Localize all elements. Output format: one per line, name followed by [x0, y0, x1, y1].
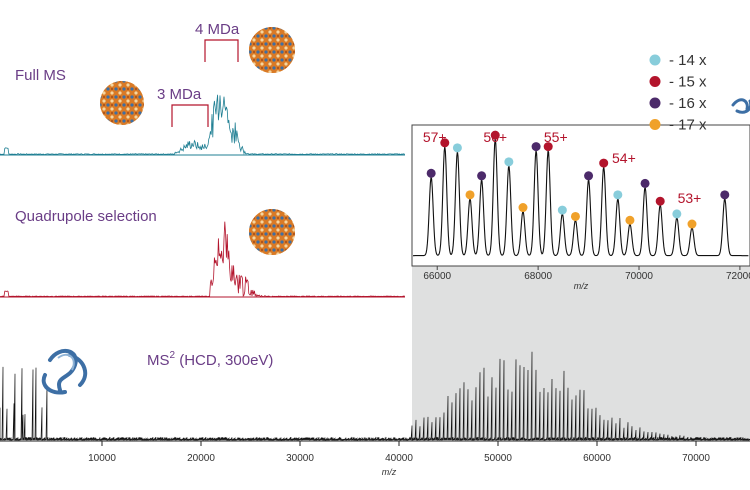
inset-peak-marker-1	[440, 138, 450, 148]
inset-peak-marker-15	[625, 215, 635, 225]
ms2-tick-label-4: 50000	[484, 453, 512, 464]
charge-label-53plus: 53+	[678, 190, 702, 206]
inset-charge-labels: 57+ 56+ 55+ 54+ 53+	[423, 129, 702, 206]
charge-label-56plus: 56+	[483, 129, 507, 145]
capsid-selected-icon	[249, 209, 295, 255]
inset-peak-marker-5	[490, 130, 500, 140]
annotation-4mda: 4 MDa	[195, 21, 240, 38]
protein-subunit-icon	[41, 349, 88, 395]
panel-ms2: 10000 20000 30000 40000 50000 60000 70000 m/z …	[0, 349, 750, 477]
ms2-tick-label-2: 30000	[286, 453, 314, 464]
ms2-tick-label-6: 70000	[682, 453, 710, 464]
inset-peak-marker-3	[465, 190, 475, 200]
inset-peak-marker-18	[672, 209, 682, 219]
panel-full-ms: Full MS 3 MDa 4 MDa	[0, 21, 405, 156]
inset-peak-marker-13	[599, 158, 609, 168]
inset-peak-marker-2	[452, 143, 462, 153]
inset-protein-icon	[731, 98, 750, 114]
legend-label-14: - 14 x	[669, 52, 707, 69]
full-ms-trace	[0, 94, 405, 155]
legend-label-17: - 17 x	[669, 117, 707, 134]
ms2-trace	[0, 351, 750, 442]
capsid-4mda-icon	[249, 27, 295, 73]
charge-label-57plus: 57+	[423, 129, 447, 145]
inset-peak-marker-19	[687, 219, 697, 229]
ms2-label: MS2 (HCD, 300eV)	[147, 350, 273, 369]
inset-trace	[413, 138, 749, 257]
inset-peak-marker-7	[518, 203, 528, 213]
inset-tick-label-2: 70000	[625, 271, 653, 282]
legend-marker-15	[649, 76, 661, 87]
inset-peak-marker-16	[640, 178, 650, 188]
ms2-tick-label-3: 40000	[385, 453, 413, 464]
ms2-x-axis-label: m/z	[382, 467, 397, 477]
inset-tick-label-0: 66000	[423, 271, 451, 282]
inset-peak-marker-6	[504, 157, 514, 167]
legend: - 14 x - 15 x - 16 x - 17 x	[649, 52, 707, 134]
capsid-3mda-icon	[100, 81, 144, 125]
panel-quadrupole: Quadrupole selection	[0, 208, 405, 298]
charge-label-55plus: 55+	[544, 129, 568, 145]
ms2-tick-label-0: 10000	[88, 453, 116, 464]
bracket-3mda	[171, 104, 209, 127]
quadrupole-label: Quadrupole selection	[15, 208, 157, 225]
ms2-tick-label-5: 60000	[583, 453, 611, 464]
annotation-3mda: 3 MDa	[157, 86, 202, 103]
inset-peak-marker-20	[720, 190, 730, 200]
quadrupole-trace	[0, 221, 405, 298]
inset-tick-label-3: 72000	[726, 271, 750, 282]
inset-x-axis-label: m/z	[574, 281, 589, 291]
legend-label-16: - 16 x	[669, 95, 707, 112]
inset-x-ticks: 66000 68000 70000 72000	[412, 265, 750, 282]
full-ms-label: Full MS	[15, 67, 66, 84]
legend-marker-14	[649, 54, 661, 66]
ms2-tick-label-1: 20000	[187, 453, 215, 464]
inset-peak-marker-9	[543, 142, 553, 152]
legend-marker-16	[649, 97, 661, 109]
inset-peak-marker-0	[426, 168, 436, 178]
inset-panel: 66000 68000 70000 72000 57+ 56+ 55+ 54+ 53+ m/z	[411, 98, 750, 291]
inset-peak-marker-10	[557, 205, 567, 215]
inset-peak-marker-14	[613, 190, 623, 200]
inset-peak-marker-11	[570, 211, 580, 221]
legend-marker-17	[649, 119, 661, 130]
inset-peak-marker-8	[531, 142, 541, 152]
zoom-projection	[412, 266, 750, 440]
ms2-x-ticks: 10000 20000 30000 40000 50000 60000 70000	[88, 441, 710, 464]
inset-peak-marker-12	[584, 171, 594, 181]
inset-peak-marker-4	[477, 171, 487, 181]
inset-peak-marker-17	[655, 196, 665, 206]
bracket-4mda	[204, 39, 239, 62]
inset-tick-label-1: 68000	[524, 271, 552, 282]
legend-label-15: - 15 x	[669, 74, 707, 91]
inset-peak-markers	[426, 130, 730, 229]
charge-label-54plus: 54+	[612, 150, 636, 166]
